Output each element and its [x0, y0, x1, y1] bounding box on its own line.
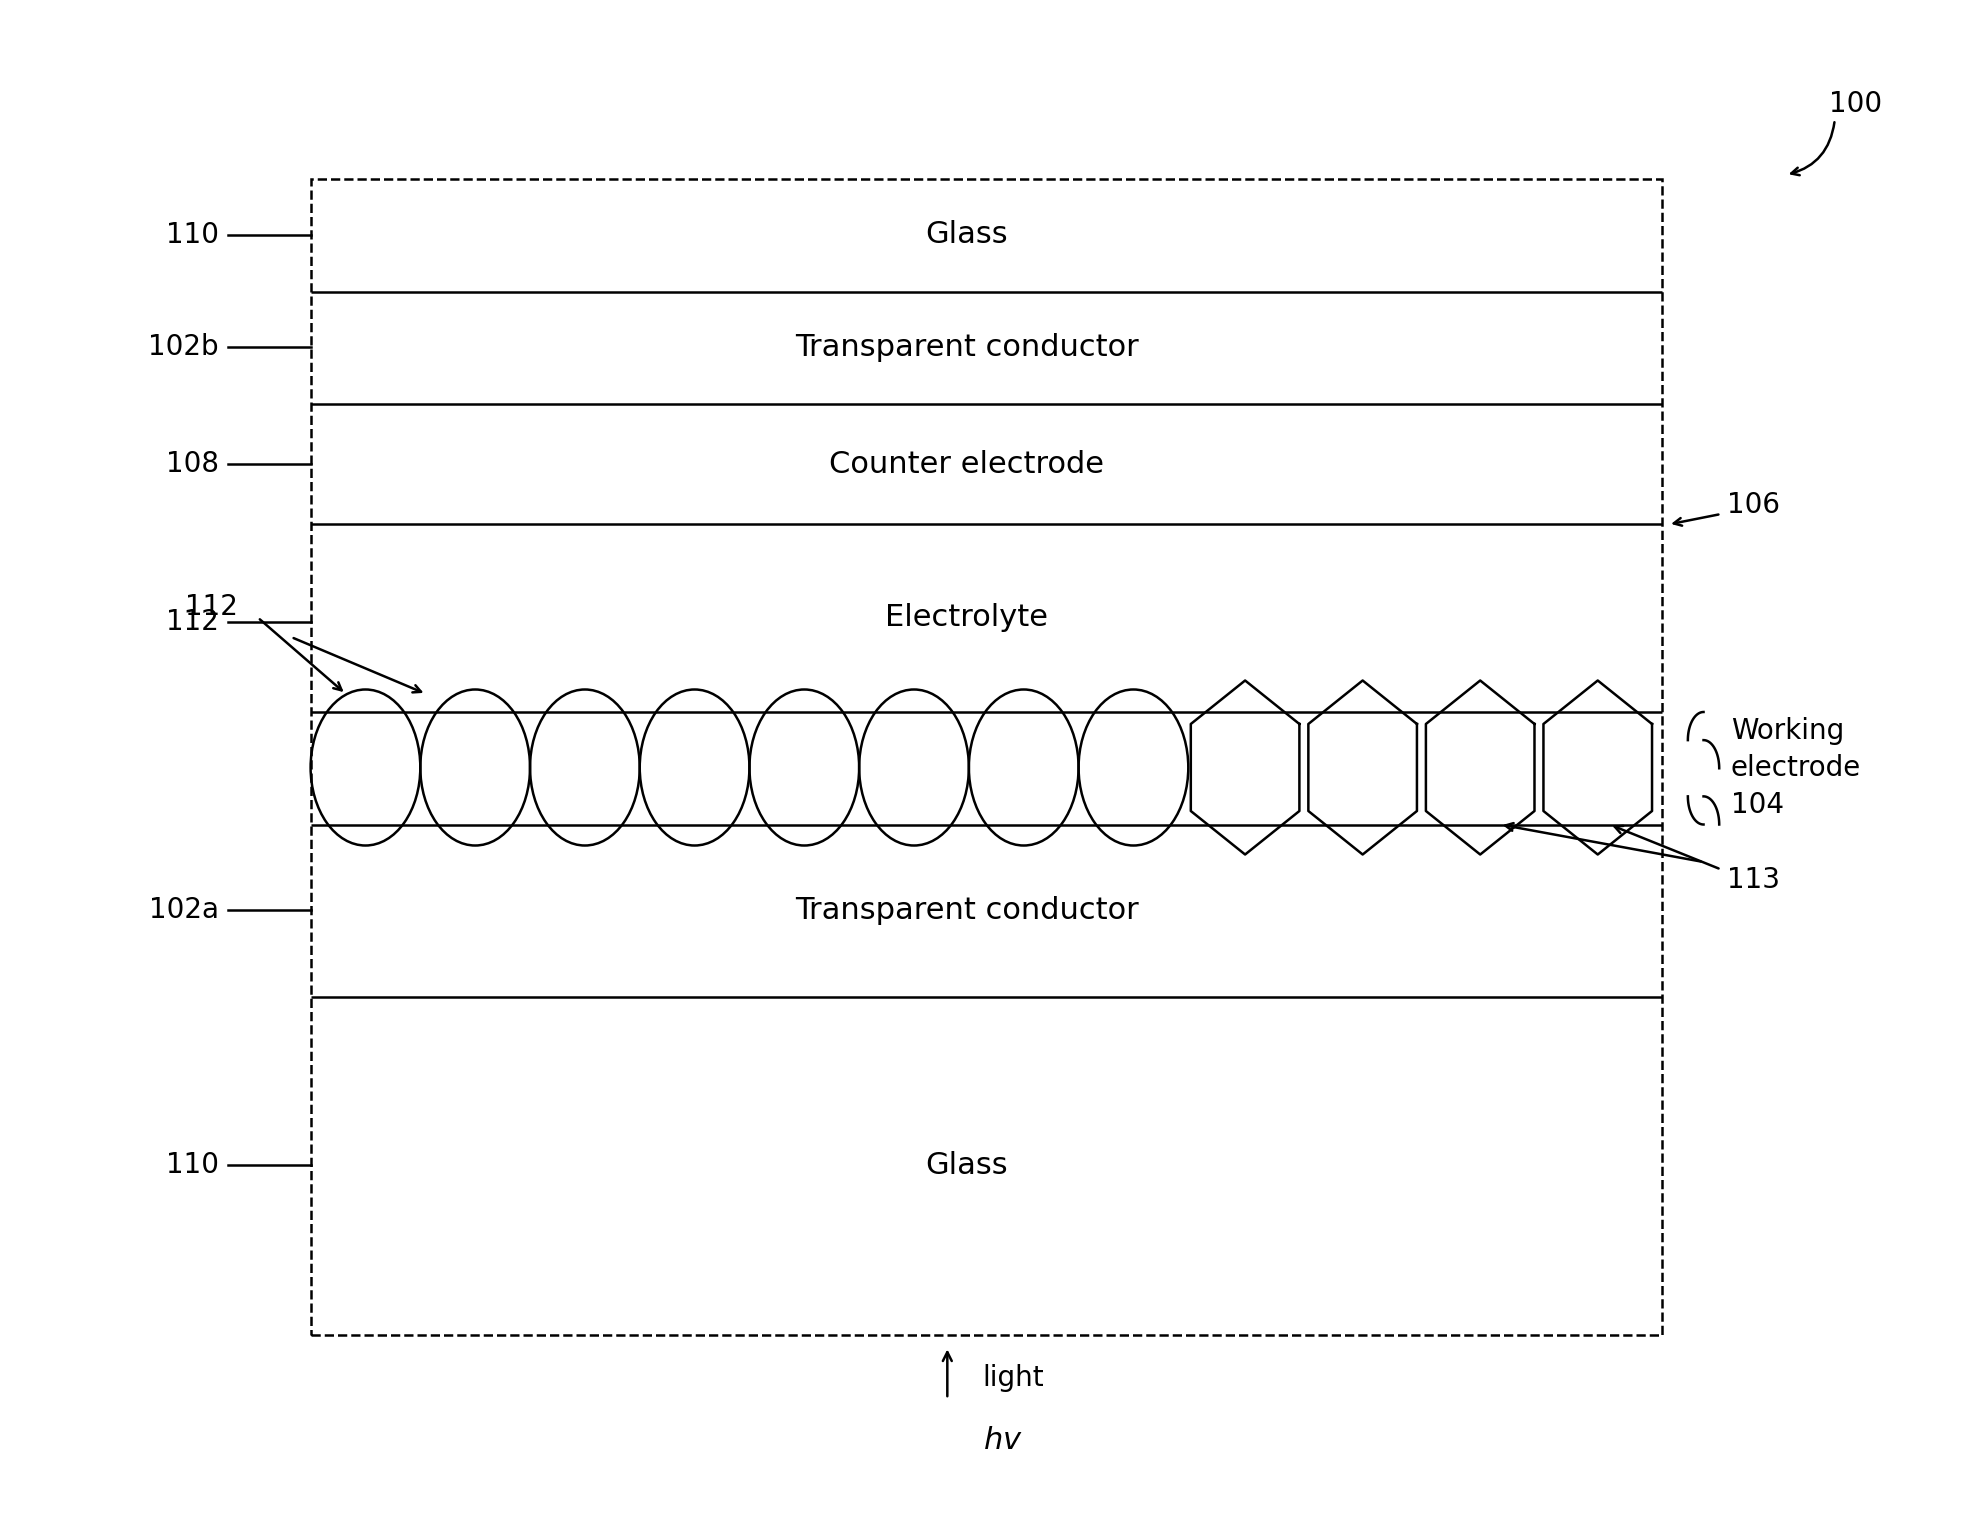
Text: 106: 106 [1726, 491, 1780, 519]
Text: Counter electrode: Counter electrode [829, 450, 1105, 478]
Text: Transparent conductor: Transparent conductor [795, 895, 1138, 925]
Text: light: light [983, 1364, 1044, 1391]
Text: 102a: 102a [148, 896, 219, 924]
Text: 113: 113 [1726, 866, 1780, 893]
Text: 100: 100 [1829, 91, 1882, 118]
Text: 110: 110 [166, 221, 219, 248]
Text: $hv$: $hv$ [983, 1426, 1022, 1455]
Text: 110: 110 [166, 1151, 219, 1179]
Text: 112: 112 [166, 609, 219, 636]
Bar [310, 180, 1663, 1334]
Text: 112: 112 [185, 593, 239, 621]
Text: Glass: Glass [925, 221, 1008, 250]
Text: 108: 108 [166, 451, 219, 478]
Text: Electrolyte: Electrolyte [886, 603, 1048, 631]
Text: Transparent conductor: Transparent conductor [795, 333, 1138, 362]
Text: Glass: Glass [925, 1151, 1008, 1179]
Text: Working
electrode
104: Working electrode 104 [1730, 718, 1861, 819]
Text: 102b: 102b [148, 333, 219, 362]
